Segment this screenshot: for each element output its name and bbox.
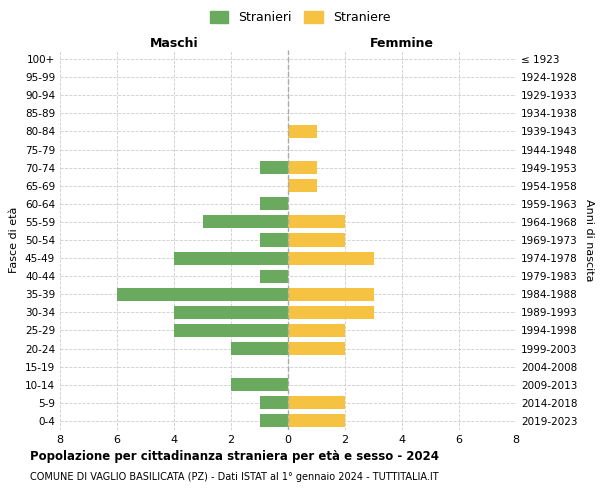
- Bar: [260, 414, 288, 428]
- Bar: [260, 270, 288, 282]
- Legend: Stranieri, Straniere: Stranieri, Straniere: [205, 6, 395, 29]
- Bar: [288, 306, 373, 319]
- Bar: [231, 342, 288, 355]
- Bar: [288, 161, 317, 174]
- Text: Popolazione per cittadinanza straniera per età e sesso - 2024: Popolazione per cittadinanza straniera p…: [30, 450, 439, 463]
- Y-axis label: Anni di nascita: Anni di nascita: [584, 198, 594, 281]
- Bar: [174, 306, 288, 319]
- Bar: [288, 252, 373, 264]
- Bar: [117, 288, 288, 301]
- Text: Femmine: Femmine: [370, 37, 434, 50]
- Bar: [174, 252, 288, 264]
- Y-axis label: Fasce di età: Fasce di età: [10, 207, 19, 273]
- Bar: [174, 324, 288, 337]
- Bar: [288, 234, 345, 246]
- Text: COMUNE DI VAGLIO BASILICATA (PZ) - Dati ISTAT al 1° gennaio 2024 - TUTTITALIA.IT: COMUNE DI VAGLIO BASILICATA (PZ) - Dati …: [30, 472, 439, 482]
- Bar: [260, 161, 288, 174]
- Bar: [288, 396, 345, 409]
- Bar: [260, 396, 288, 409]
- Bar: [288, 179, 317, 192]
- Bar: [288, 288, 373, 301]
- Bar: [231, 378, 288, 392]
- Bar: [288, 324, 345, 337]
- Bar: [288, 216, 345, 228]
- Bar: [260, 234, 288, 246]
- Bar: [288, 125, 317, 138]
- Bar: [288, 342, 345, 355]
- Text: Maschi: Maschi: [149, 37, 199, 50]
- Bar: [203, 216, 288, 228]
- Bar: [288, 414, 345, 428]
- Bar: [260, 198, 288, 210]
